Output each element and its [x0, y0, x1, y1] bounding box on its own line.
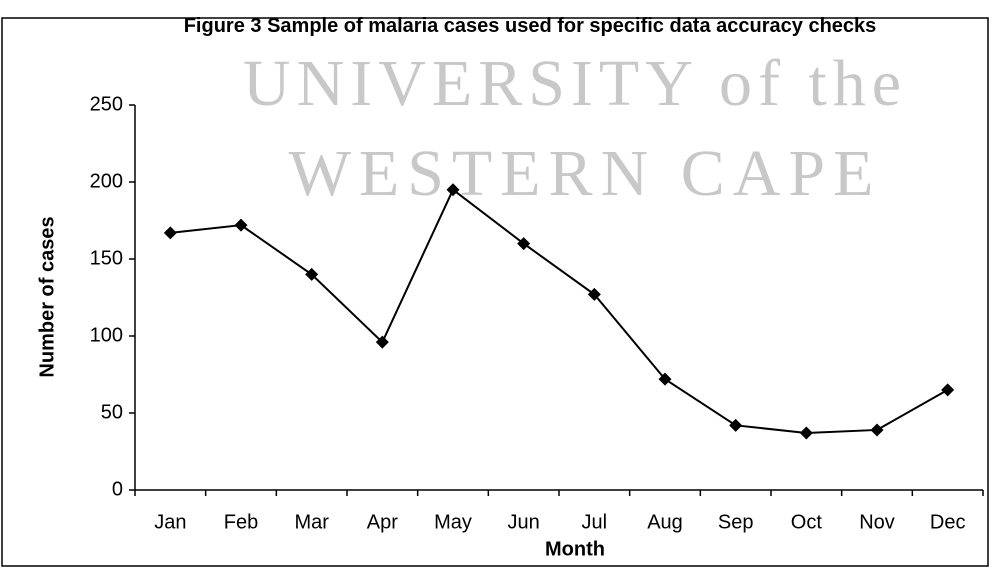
x-tick-label: Aug — [647, 511, 683, 533]
chart-frame — [1, 17, 989, 567]
y-tick-label: 100 — [90, 324, 123, 346]
x-tick-label: Feb — [224, 511, 258, 533]
watermark: UNIVERSITY of the — [243, 47, 907, 120]
y-tick-label: 200 — [90, 170, 123, 192]
y-tick-label: 0 — [112, 478, 123, 500]
data-point — [234, 218, 248, 232]
y-tick-label: 50 — [101, 401, 123, 423]
data-point — [658, 372, 672, 386]
x-tick-label: Jan — [154, 511, 186, 533]
data-point — [446, 183, 460, 197]
data-point — [517, 237, 531, 251]
data-point — [305, 267, 319, 281]
data-line — [170, 188, 949, 435]
data-point — [799, 426, 813, 440]
x-axis-title: Month — [545, 538, 605, 560]
data-point — [587, 287, 601, 301]
y-axis-title: Number of cases — [36, 216, 58, 377]
x-tick-label: Oct — [791, 511, 823, 533]
x-tick-label: Jul — [582, 511, 608, 533]
data-point — [729, 418, 743, 432]
x-tick-label: Sep — [718, 511, 754, 533]
x-tick-label: Apr — [367, 511, 398, 533]
x-tick-label: May — [434, 511, 472, 533]
y-tick-label: 250 — [90, 93, 123, 115]
x-tick-label: Mar — [294, 511, 329, 533]
x-tick-label: Dec — [930, 511, 966, 533]
data-point — [163, 226, 177, 240]
data-point — [375, 335, 389, 349]
y-tick-label: 150 — [90, 247, 123, 269]
x-tick-label: Nov — [859, 511, 895, 533]
data-point — [941, 383, 955, 397]
x-tick-label: Jun — [508, 511, 540, 533]
data-point — [870, 423, 884, 437]
chart-title: Figure 3 Sample of malaria cases used fo… — [183, 15, 877, 37]
watermark: WESTERN CAPE — [289, 137, 882, 210]
